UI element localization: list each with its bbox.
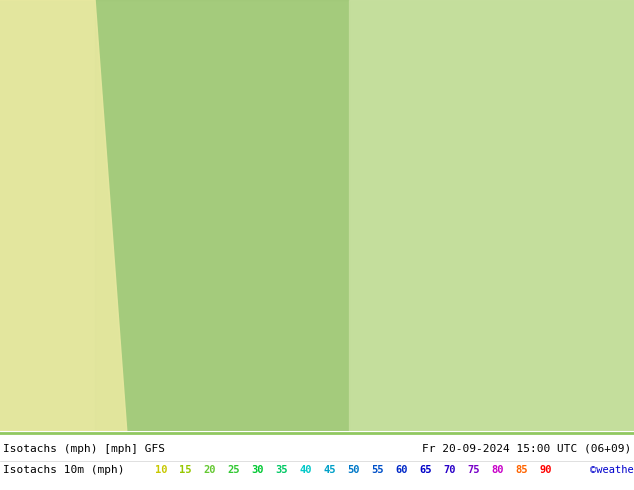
Polygon shape (95, 0, 349, 431)
Text: Isotachs (mph) [mph] GFS: Isotachs (mph) [mph] GFS (3, 444, 165, 454)
Text: 60: 60 (395, 466, 408, 475)
Polygon shape (349, 0, 634, 431)
Text: 35: 35 (275, 466, 287, 475)
Text: 55: 55 (371, 466, 384, 475)
Text: 45: 45 (323, 466, 335, 475)
Text: 90: 90 (539, 466, 552, 475)
Text: 10: 10 (155, 466, 167, 475)
Text: Fr 20-09-2024 15:00 UTC (06+09): Fr 20-09-2024 15:00 UTC (06+09) (422, 444, 631, 454)
Polygon shape (0, 431, 634, 490)
Text: 80: 80 (491, 466, 503, 475)
Text: 40: 40 (299, 466, 311, 475)
Text: 25: 25 (227, 466, 240, 475)
Polygon shape (0, 0, 127, 431)
Text: 65: 65 (419, 466, 432, 475)
Text: Isotachs 10m (mph): Isotachs 10m (mph) (3, 466, 138, 475)
Text: 85: 85 (515, 466, 527, 475)
Text: 70: 70 (443, 466, 455, 475)
Text: 20: 20 (203, 466, 216, 475)
Text: 30: 30 (251, 466, 264, 475)
Text: ©weatheronline.co.uk: ©weatheronline.co.uk (590, 466, 634, 475)
Text: 50: 50 (347, 466, 359, 475)
Text: 75: 75 (467, 466, 479, 475)
Text: 15: 15 (179, 466, 191, 475)
